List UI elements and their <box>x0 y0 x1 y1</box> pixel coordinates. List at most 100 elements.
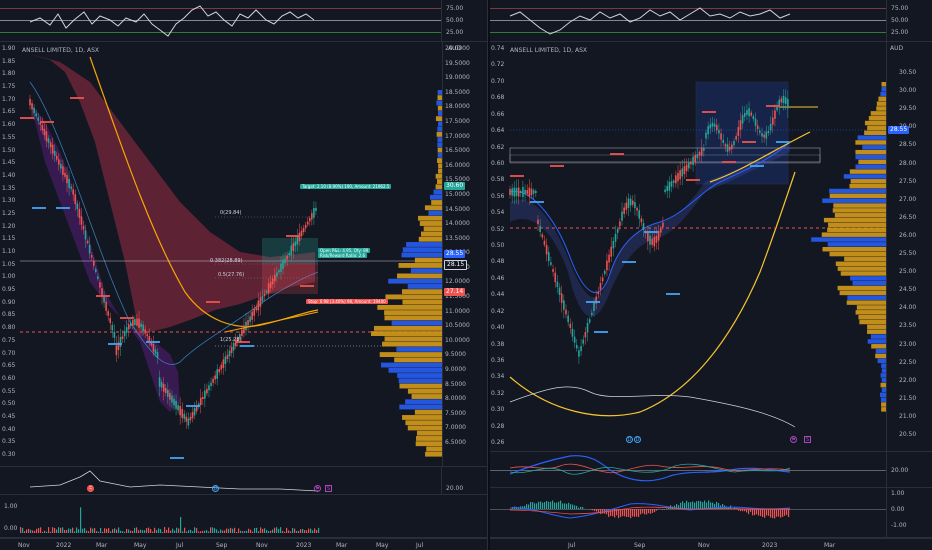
badge-red: 27.14 <box>444 288 466 296</box>
candle-body <box>569 323 572 329</box>
left-axis-tick: 0.90 <box>2 298 16 306</box>
right-oscillator2-pane[interactable]: 20.00 <box>490 452 932 488</box>
right-event-s-marker[interactable]: S <box>804 436 811 443</box>
left-chart-panel[interactable]: 75.00 50.00 25.00 ANSELL LIMITED, 1D, AS… <box>0 0 488 550</box>
left-mid-axis-tick: 17.5000 <box>445 117 470 125</box>
badge-green: 30.60 <box>444 182 466 190</box>
right-osc2-axis[interactable]: 20.00 <box>886 452 932 487</box>
left-axis-tick: 0.65 <box>2 362 16 370</box>
macd-histogram-bar <box>524 505 526 509</box>
left-oscillator-pane[interactable]: 75.00 50.00 25.00 <box>0 0 487 42</box>
left-volume-pane[interactable]: E D ⚑ S 20.00 <box>0 467 487 495</box>
left-mid-axis-tick: 9.0000 <box>445 366 466 374</box>
left-date-axis[interactable]: Nov 2022 Mar May Jul Sep Nov 2023 Mar Ma… <box>0 538 487 550</box>
right-event-flag-marker[interactable]: ⚑ <box>790 436 797 443</box>
candle-body <box>627 198 630 209</box>
volume-bar <box>222 530 224 533</box>
right-oscillator-pane[interactable]: 75.00 50.00 25.00 <box>490 0 932 42</box>
left-mid-axis-tick: 16.0000 <box>445 161 470 169</box>
right-left-axis[interactable]: 0.74 0.72 0.70 0.68 0.66 0.64 0.62 0.60 0.58 0.56… <box>490 42 508 452</box>
volume-profile-bar <box>881 378 886 383</box>
candle-body <box>591 312 593 316</box>
volume-profile-bar <box>407 283 442 289</box>
volume-bar <box>166 529 168 533</box>
candle-body <box>739 120 742 130</box>
candle-body <box>547 252 550 262</box>
vol-bar-tick: 1.00 <box>4 503 18 510</box>
volume-bar <box>284 531 286 533</box>
right-price-axis[interactable]: 30.5030.0029.5029.0028.5028.0027.5027.00… <box>886 42 932 451</box>
candle-body <box>80 216 83 225</box>
macd-histogram-bar <box>566 503 568 509</box>
right-event-d-marker-2[interactable]: D <box>634 436 641 443</box>
event-e-marker[interactable]: E <box>87 485 94 492</box>
volume-bar <box>44 530 46 533</box>
candle-body <box>640 218 643 223</box>
volume-bar <box>306 530 308 533</box>
target-info-box[interactable]: Target: 2.10 (8.90%) 190, Amount: 21962.… <box>300 184 392 189</box>
macd-histogram-bar <box>754 509 756 516</box>
volume-profile-bar <box>388 367 442 373</box>
macd-histogram-bar <box>688 502 690 509</box>
candle-body <box>263 294 266 297</box>
volume-profile-bar <box>396 346 442 352</box>
left-osc-axis[interactable]: 75.00 50.00 25.00 <box>441 0 487 41</box>
right-left-axis-tick: 0.36 <box>491 356 505 364</box>
risk-reward-box[interactable]: Risk/Reward Ratio: 2.6 <box>318 253 368 258</box>
candle-body <box>578 350 580 357</box>
left-price-chart[interactable] <box>0 42 442 467</box>
volume-profile-bar <box>837 266 886 271</box>
right-event-d-marker[interactable]: D <box>626 436 633 443</box>
event-d-marker[interactable]: D <box>212 485 219 492</box>
left-vol-axis[interactable]: 20.00 <box>441 467 487 494</box>
event-flag-marker[interactable]: ⚑ <box>314 485 321 492</box>
left-right-price-axis[interactable] <box>470 42 487 466</box>
macd-histogram-bar <box>534 503 536 509</box>
volume-bar <box>174 530 176 533</box>
volume-profile-bar <box>829 188 886 194</box>
volume-bar <box>54 528 56 533</box>
panel-divider[interactable] <box>488 0 490 550</box>
left-volume-bars-pane[interactable]: 1.00 0.00 <box>0 495 487 538</box>
volume-bar <box>196 528 198 533</box>
volume-profile-bar <box>880 397 886 402</box>
macd-histogram-bar <box>782 509 784 517</box>
candle-body <box>191 412 194 419</box>
macd-histogram-bar <box>560 500 562 509</box>
stop-info-box[interactable]: Stop: 0.98 (3.40%) 98, Amount: 19400 <box>306 299 388 304</box>
candle-body <box>243 325 245 334</box>
left-price-pane[interactable]: ANSELL LIMITED, 1D, ASX 1.90 1.85 1.80 1.75… <box>0 42 487 492</box>
event-s-marker[interactable]: S <box>325 485 332 492</box>
right-price-chart[interactable] <box>490 42 886 452</box>
volume-profile-bar <box>407 388 442 394</box>
right-macd-chart <box>509 500 791 519</box>
right-osc-axis[interactable]: 75.00 50.00 25.00 <box>886 0 932 41</box>
volume-bar <box>62 527 64 533</box>
volume-bar <box>154 527 156 533</box>
right-price-pane[interactable]: ANSELL LIMITED, 1D, ASX 0.74 0.72 0.70 0.68… <box>490 42 932 452</box>
candle-body <box>737 127 740 136</box>
candle-body <box>563 300 565 310</box>
right-price-axis-tick: 24.50 <box>899 286 917 294</box>
candle-body <box>649 235 651 245</box>
volume-profile-bar <box>837 285 886 291</box>
right-date-axis[interactable]: Jul Sep Nov 2023 Mar <box>490 538 932 550</box>
candle-body <box>259 297 262 307</box>
left-symbol-title: ANSELL LIMITED, 1D, ASX <box>22 47 100 54</box>
right-osc2-lines <box>509 455 791 482</box>
volume-bar <box>76 527 78 533</box>
candle-body <box>599 283 602 290</box>
volume-bar <box>188 530 190 533</box>
candle-body <box>204 390 206 399</box>
right-macd-axis[interactable]: 1.00 0.00 -1.00 <box>886 488 932 537</box>
right-macd-pane[interactable]: 1.00 0.00 -1.00 <box>490 488 932 538</box>
right-chart-panel[interactable]: 75.00 50.00 25.00 ANSELL LIMITED, 1D, AS… <box>490 0 932 550</box>
candle-body <box>70 186 72 189</box>
candle-body <box>117 342 120 350</box>
badge-white: 28.15 <box>444 260 468 270</box>
candle-body <box>167 389 169 397</box>
left-secondary-axis[interactable]: 1.90 1.85 1.80 1.75 1.70 1.65 1.60 1.55 1.50 1.45… <box>0 42 20 467</box>
open-pl-box[interactable]: Open P&L: 4.95, Qty: 89 <box>318 248 371 253</box>
volume-profile-bar <box>849 183 886 189</box>
macd-histogram-bar <box>752 509 754 516</box>
